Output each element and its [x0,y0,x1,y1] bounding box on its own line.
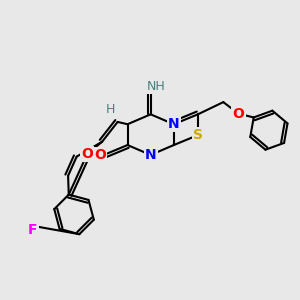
Text: S: S [193,128,203,142]
Text: N: N [168,117,180,131]
Text: N: N [145,148,157,162]
Text: O: O [94,148,106,162]
Text: F: F [28,223,38,237]
Text: O: O [232,107,244,121]
Text: O: O [81,147,93,161]
Text: H: H [106,103,115,116]
Text: NH: NH [147,80,166,93]
